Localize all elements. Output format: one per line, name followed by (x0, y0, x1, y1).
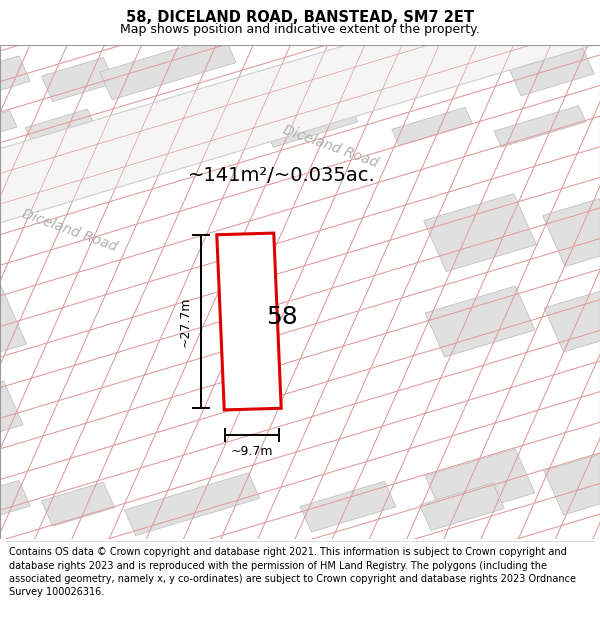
Polygon shape (25, 109, 95, 144)
Text: Diceland Road: Diceland Road (20, 206, 118, 254)
Text: Map shows position and indicative extent of the property.: Map shows position and indicative extent… (120, 23, 480, 36)
Polygon shape (425, 286, 535, 357)
Polygon shape (217, 233, 281, 410)
Polygon shape (0, 381, 23, 440)
Text: ~9.7m: ~9.7m (231, 445, 273, 458)
Polygon shape (420, 483, 504, 531)
Polygon shape (542, 199, 600, 267)
Polygon shape (276, 47, 372, 98)
Polygon shape (0, 0, 600, 232)
Polygon shape (266, 106, 358, 148)
Text: 58, DICELAND ROAD, BANSTEAD, SM7 2ET: 58, DICELAND ROAD, BANSTEAD, SM7 2ET (126, 10, 474, 25)
Polygon shape (0, 56, 30, 103)
Text: Contains OS data © Crown copyright and database right 2021. This information is : Contains OS data © Crown copyright and d… (9, 548, 576, 597)
Polygon shape (544, 454, 600, 515)
Polygon shape (300, 481, 396, 532)
Polygon shape (392, 107, 472, 146)
Polygon shape (494, 106, 586, 148)
Polygon shape (100, 35, 236, 100)
Polygon shape (544, 291, 600, 352)
Polygon shape (424, 194, 536, 272)
Text: ~27.7m: ~27.7m (178, 296, 191, 347)
Polygon shape (396, 48, 480, 96)
Polygon shape (510, 48, 594, 96)
Polygon shape (0, 481, 30, 528)
Polygon shape (41, 58, 115, 102)
Polygon shape (0, 284, 27, 359)
Polygon shape (425, 449, 535, 520)
Text: 58: 58 (266, 304, 298, 329)
Text: ~141m²/~0.035ac.: ~141m²/~0.035ac. (188, 166, 376, 186)
Polygon shape (91, 100, 221, 153)
Polygon shape (124, 473, 260, 536)
Polygon shape (0, 111, 17, 142)
Text: Diceland Road: Diceland Road (281, 122, 379, 170)
Polygon shape (41, 482, 115, 526)
